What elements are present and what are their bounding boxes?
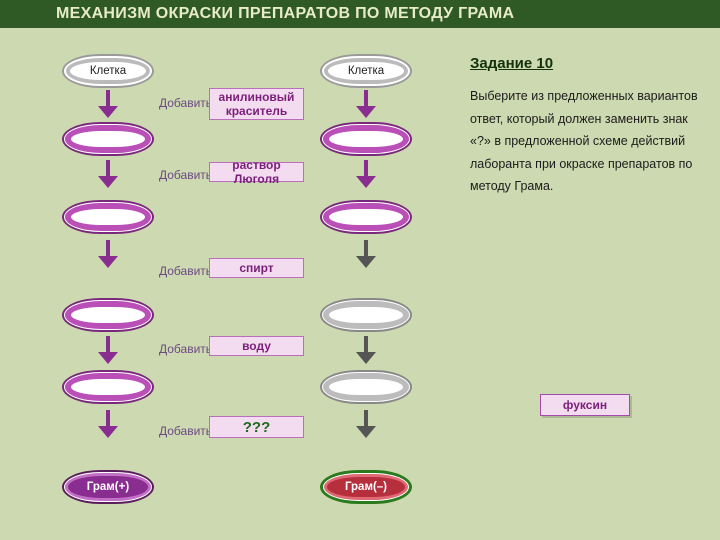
down-arrow-icon	[98, 160, 118, 190]
down-arrow-icon	[98, 90, 118, 120]
flow-cell	[62, 200, 154, 234]
step-box: раствор Люголя	[209, 162, 304, 182]
flow-cell	[320, 298, 412, 332]
step-add-label: Добавить	[159, 96, 212, 110]
task-heading: Задание 10	[470, 50, 700, 77]
step-box: спирт	[209, 258, 304, 278]
flow-cell: Клетка	[62, 54, 154, 88]
flow-cell: Грам(+)	[62, 470, 154, 504]
down-arrow-icon	[356, 90, 376, 120]
down-arrow-icon	[98, 410, 118, 440]
flow-cell-label: Грам(+)	[72, 478, 144, 496]
down-arrow-icon	[356, 160, 376, 190]
flow-cell	[320, 200, 412, 234]
flow-cell-label: Клетка	[334, 66, 398, 76]
down-arrow-icon	[98, 240, 118, 270]
down-arrow-icon	[356, 410, 376, 440]
flow-cell-label: Клетка	[76, 66, 140, 76]
flow-cell	[62, 122, 154, 156]
task-body: Выберите из предложенных вариантов ответ…	[470, 85, 700, 198]
step-box: воду	[209, 336, 304, 356]
step-box-question: ???	[209, 416, 304, 438]
step-add-label: Добавить	[159, 342, 212, 356]
flow-cell-label: Грам(–)	[332, 480, 400, 494]
step-box: анилиновый краситель	[209, 88, 304, 120]
page-title-bar: МЕХАНИЗМ ОКРАСКИ ПРЕПАРАТОВ ПО МЕТОДУ ГР…	[0, 0, 720, 28]
flow-cell	[62, 298, 154, 332]
down-arrow-icon	[98, 336, 118, 366]
step-add-label: Добавить	[159, 168, 212, 182]
flow-cell: Клетка	[320, 54, 412, 88]
answer-option[interactable]: фуксин	[540, 394, 630, 416]
stage: { "title": "МЕХАНИЗМ ОКРАСКИ ПРЕПАРАТОВ …	[0, 0, 720, 540]
down-arrow-icon	[356, 240, 376, 270]
flow-cell	[320, 122, 412, 156]
step-add-label: Добавить	[159, 424, 212, 438]
step-add-label: Добавить	[159, 264, 212, 278]
flow-cell	[320, 370, 412, 404]
page-title: МЕХАНИЗМ ОКРАСКИ ПРЕПАРАТОВ ПО МЕТОДУ ГР…	[56, 5, 514, 23]
down-arrow-icon	[356, 336, 376, 366]
task-block: Задание 10 Выберите из предложенных вари…	[470, 50, 700, 198]
flow-cell: Грам(–)	[320, 470, 412, 504]
flow-cell	[62, 370, 154, 404]
